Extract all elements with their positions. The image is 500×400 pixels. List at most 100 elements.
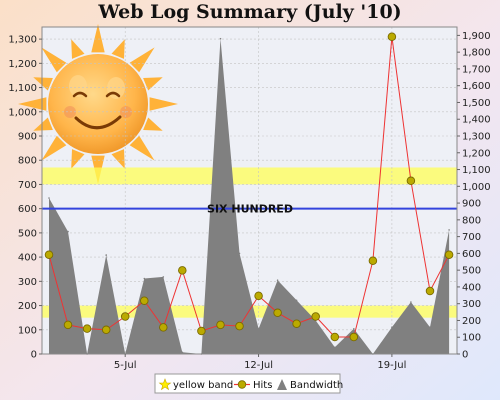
legend-hits-marker-icon [237,380,247,389]
right-axis-tick-label: 900 [462,199,481,210]
sun-ray [71,149,85,169]
hits-marker [216,320,225,330]
legend-yellow-band-icon [158,378,172,391]
right-axis-tick-label: 1,600 [462,81,491,92]
bandwidth-point [429,326,431,329]
left-axis: 0 100 200 300 400 500 600 700 800 900 1,000 1,100 1,… [8,35,42,361]
yellow-band [42,167,457,185]
bandwidth-point [238,252,241,255]
legend-box [154,373,341,394]
left-axis-tick-label: 500 [18,228,37,239]
sun-ray [33,117,53,131]
bandwidth-point [410,301,412,303]
left-axis-tick-label: 1,300 [8,35,37,46]
hits-line [48,36,450,338]
sun-ray [149,97,178,111]
right-axis-tick-label: 1,500 [462,98,491,109]
sun-ray [111,149,125,169]
left-axis-tick-label: 0 [31,350,37,361]
left-axis-tick-label: 600 [18,204,37,215]
hits-marker [82,324,92,333]
hits-marker [197,326,206,336]
bandwidth-point [105,254,107,256]
legend-label-bandwidth: Bandwidth [290,380,343,391]
sun-ray [18,97,47,111]
x-axis-tick-label: 19-Jul [377,360,406,371]
sun-ray [71,39,85,59]
bandwidth-point [162,276,165,278]
left-axis-tick-label: 200 [18,301,37,312]
right-axis-tick-label: 500 [462,266,481,277]
sun-ray [143,77,163,91]
left-axis-tick-label: 1,100 [8,83,37,94]
hits-marker [120,312,130,321]
right-axis-tick-label: 1,100 [462,165,491,176]
bandwidth-point [67,230,69,233]
legend-label-yellow-band: yellow band [173,380,233,391]
plot-frame [41,26,458,355]
x-axis: 5-Jul 12-Jul 19-Jul [114,354,406,371]
right-axis-tick-label: 1,300 [462,132,491,143]
legend-label-hits: Hits [253,380,272,391]
right-axis-tick-label: 400 [462,282,481,293]
hits-marker [159,323,168,332]
hits-marker [235,321,244,331]
legend-bandwidth-icon [277,379,287,390]
sun-ray [91,24,105,53]
right-axis-tick-label: 1,800 [462,48,491,59]
right-axis-tick-label: 700 [462,232,481,243]
hits-marker [368,256,378,265]
bandwidth-point [143,277,146,280]
hits-marker [425,286,435,296]
right-axis-tick-label: 1,000 [462,182,491,193]
hits-marker [444,250,454,259]
hits-marker [254,291,263,301]
legend: yellow band Hits Bandwidth [154,373,343,394]
hits-marker [140,296,149,305]
line-layer [44,32,454,342]
right-axis-tick-label: 200 [462,316,481,327]
bandwidth-point [257,328,260,330]
bandwidth-point [181,351,184,354]
sun-ray [143,117,163,131]
sun-ray [41,135,67,161]
left-axis-tick-label: 400 [18,253,37,264]
reference-line-layer: SIX HUNDRED [42,203,457,216]
bandwidth-point [295,299,298,302]
hits-marker [292,319,301,328]
bandwidth-point [48,197,50,199]
right-axis-tick-label: 1,900 [462,31,491,42]
area-layer [48,37,450,355]
right-axis-tick-label: 100 [462,333,481,344]
hits-marker [387,32,397,41]
right-axis-tick-label: 300 [462,299,481,310]
sun-ray [129,47,155,73]
right-axis-tick-label: 1,400 [462,115,491,126]
sun-ray [111,39,125,59]
left-axis-tick-label: 900 [18,132,37,143]
right-axis-tick-label: 0 [462,350,468,361]
sun-ray [33,77,53,91]
bandwidth-point [334,346,336,349]
sun-icon [18,24,178,184]
hits-marker [63,320,73,330]
hits-marker [101,325,111,335]
left-axis-tick-label: 300 [18,277,37,288]
bandwidth-area [49,38,450,354]
hits-marker [311,312,320,321]
x-axis-tick-label: 5-Jul [114,360,137,371]
left-axis-tick-label: 700 [18,180,37,191]
right-axis-tick-label: 1,200 [462,148,491,159]
bandwidth-point [391,326,393,329]
hits-marker [330,332,340,342]
bandwidth-point [276,279,279,282]
left-axis-tick-label: 100 [18,325,37,336]
reference-line-label: SIX HUNDRED [207,203,293,216]
right-axis-tick-label: 1,700 [462,64,491,75]
sun-ray [41,47,67,73]
chart-title: Web Log Summary (July '10) [97,1,401,23]
right-axis-tick-label: 600 [462,249,481,260]
hits-marker [273,308,282,318]
left-axis-tick-label: 800 [18,156,37,167]
